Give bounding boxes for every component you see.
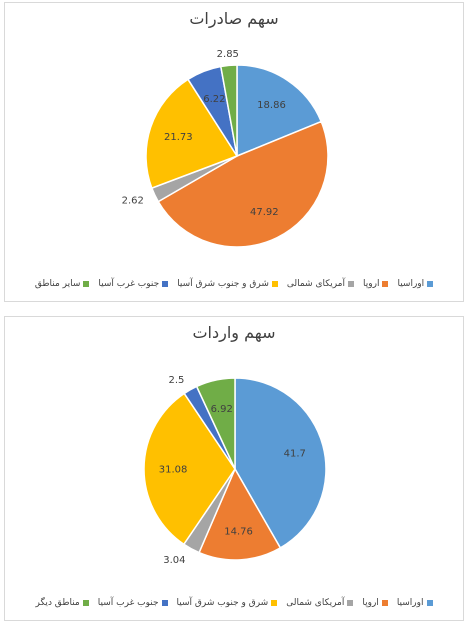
legend-swatch xyxy=(162,281,169,287)
legend-label: جنوب غرب آسیا xyxy=(97,598,159,608)
data-label: 14.76 xyxy=(224,526,253,537)
legend-item: جنوب غرب آسیا xyxy=(98,598,168,608)
legend-label: آمریکای شمالی xyxy=(286,279,345,289)
legend-label: اروپا xyxy=(363,279,380,289)
data-label: 2.5 xyxy=(168,375,184,386)
legend-swatch xyxy=(382,281,389,287)
legend-swatch xyxy=(347,600,354,606)
pie-slice xyxy=(145,78,239,190)
legend-label: شرق و جنوب شرق آسیا xyxy=(176,598,269,608)
legend-item: شرق و جنوب شرق آسیا xyxy=(177,598,278,608)
imports-legend: اوراسیا اروپا آمریکای شمالی شرق و جنوب شرق … xyxy=(5,598,463,608)
legend-item: اوراسیا xyxy=(397,279,434,289)
data-label: 2.62 xyxy=(122,196,144,207)
legend-label: جنوب غرب آسیا xyxy=(98,279,160,289)
legend-label: اوراسیا xyxy=(396,598,424,608)
imports-pie-chart: 41.7 14.76 3.04 31.08 2.5 6.92 xyxy=(143,375,327,566)
exports-legend: اوراسیا اروپا آمریکای شمالی شرق و جنوب شرق … xyxy=(5,279,463,289)
legend-item: اروپا xyxy=(363,279,389,289)
data-label: 6.22 xyxy=(203,94,225,105)
exports-chart-title: سهم صادرات xyxy=(189,9,279,28)
pie-slice xyxy=(157,120,329,248)
legend-swatch xyxy=(271,600,278,606)
legend-label: سایر مناطق xyxy=(34,279,81,289)
legend-item: شرق و جنوب شرق آسیا xyxy=(177,279,278,289)
pie-slice xyxy=(195,377,236,470)
legend-swatch xyxy=(271,281,278,287)
legend-swatch xyxy=(82,600,89,606)
legend-item: اروپا xyxy=(362,598,388,608)
legend-swatch xyxy=(381,600,388,606)
data-label: 6.92 xyxy=(211,404,233,415)
legend-label: اروپا xyxy=(362,598,379,608)
pie-slice xyxy=(198,467,282,561)
pie-slice xyxy=(143,392,236,546)
imports-chart-panel: سهم واردات 41.7 14.76 3.04 31.08 2.5 6.92 اور… xyxy=(4,316,464,621)
data-label: 21.73 xyxy=(164,132,193,143)
pie-slice xyxy=(234,377,327,549)
exports-pie-chart: 18.86 47.92 2.62 21.73 6.22 2.85 xyxy=(122,49,329,248)
legend-label: مناطق دیگر xyxy=(35,598,80,608)
legend-swatch xyxy=(348,281,354,287)
data-label: 41.7 xyxy=(284,449,306,460)
exports-chart-panel: سهم صادرات 18.86 47.92 2.62 21.73 6.22 2.85 ا… xyxy=(4,2,464,302)
data-label: 31.08 xyxy=(159,464,188,475)
legend-swatch xyxy=(426,600,433,606)
legend-swatch xyxy=(83,281,90,287)
legend-item: مناطق دیگر xyxy=(36,598,89,608)
legend-label: آمریکای شمالی xyxy=(286,598,345,608)
legend-swatch xyxy=(427,281,434,287)
legend-item: آمریکای شمالی xyxy=(286,598,354,608)
data-label: 2.85 xyxy=(217,49,239,60)
data-label: 3.04 xyxy=(163,555,185,566)
legend-swatch xyxy=(161,600,168,606)
legend-item: آمریکای شمالی xyxy=(287,279,354,289)
legend-item: اوراسیا xyxy=(397,598,433,608)
legend-label: شرق و جنوب شرق آسیا xyxy=(177,279,269,289)
legend-item: جنوب غرب آسیا xyxy=(98,279,169,289)
data-label: 47.92 xyxy=(250,207,279,218)
imports-chart-title: سهم واردات xyxy=(192,323,276,342)
legend-label: اوراسیا xyxy=(397,279,425,289)
legend-item: سایر مناطق xyxy=(35,279,90,289)
pie-slice xyxy=(236,64,323,158)
data-label: 18.86 xyxy=(257,100,286,111)
pie-slice xyxy=(219,64,238,157)
